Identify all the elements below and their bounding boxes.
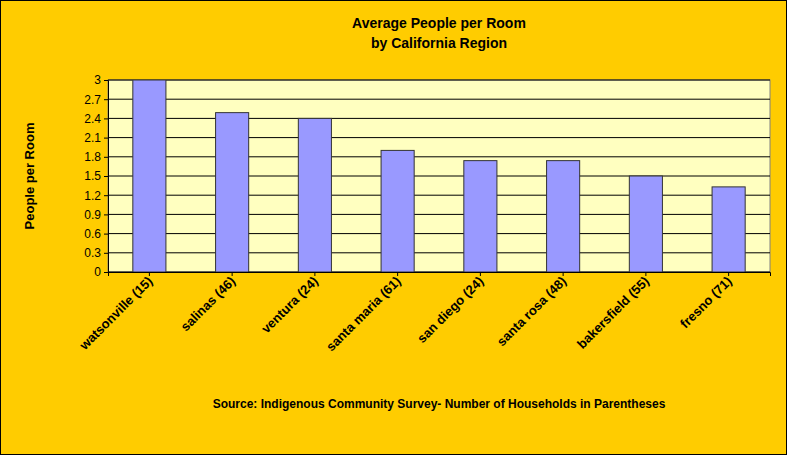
chart: 0 0.3 0.6 0.9 1.2 1.5 1.8 2.1 2.4 2.7 3 watsonville…	[0, 0, 787, 455]
tick-label: san diego (24)	[414, 274, 486, 346]
tick: santa maria (61)	[323, 272, 404, 354]
tick-mark	[232, 272, 233, 276]
bar	[133, 80, 166, 272]
tick-mark	[104, 176, 108, 177]
tick: san diego (24)	[414, 272, 486, 346]
grid	[108, 80, 770, 272]
bar	[381, 150, 414, 272]
tick-label: ventura (24)	[258, 274, 321, 337]
grid-line	[108, 137, 770, 138]
tick: 0	[94, 265, 108, 279]
tick-label: 0.9	[84, 208, 101, 222]
tick: 2.1	[84, 131, 108, 145]
tick: santa rosa (48)	[494, 272, 569, 349]
tick-mark	[563, 272, 564, 276]
tick: 0.9	[84, 208, 108, 222]
grid-line	[108, 233, 770, 234]
tick-mark	[104, 195, 108, 196]
tick-label: 0	[94, 265, 101, 279]
grid-line	[108, 80, 770, 81]
tick-mark	[104, 253, 108, 254]
tick-mark	[104, 272, 108, 273]
subtitle: by California Region	[371, 35, 507, 51]
tick: 3	[94, 73, 108, 87]
tick-label: santa maria (61)	[323, 274, 404, 355]
plot-area	[108, 80, 770, 272]
annotation: Source: Indigenous Community Survey- Num…	[213, 397, 666, 411]
tick: 2.7	[84, 93, 108, 107]
axis-line	[104, 81, 109, 273]
tick-mark	[104, 157, 108, 158]
y-axis: 0 0.3 0.6 0.9 1.2 1.5 1.8 2.1 2.4 2.7 3	[84, 73, 108, 279]
tick-mark	[104, 214, 108, 215]
tick: salinas (46)	[178, 272, 239, 334]
background	[1, 1, 787, 455]
bar	[298, 118, 331, 272]
tick-label: salinas (46)	[178, 274, 239, 335]
tick-mark	[104, 80, 108, 81]
tick-label: bakersfield (55)	[574, 274, 652, 352]
tick: 1.2	[84, 189, 108, 203]
tick-mark	[480, 272, 481, 276]
tick-label: 1.5	[84, 169, 101, 183]
bar	[629, 176, 662, 272]
tick-label: 2.1	[84, 131, 101, 145]
tick: 1.5	[84, 169, 108, 183]
tick: watsonville (15)	[76, 272, 156, 353]
tick-label: 0.3	[84, 246, 101, 260]
tick-mark	[397, 272, 398, 276]
x-axis: watsonville (15) salinas (46) ventura (24)…	[76, 272, 771, 354]
tick-label: 3	[94, 73, 101, 87]
axis-line	[109, 273, 771, 277]
grid-line	[108, 176, 770, 177]
y-axis-title: People per Room	[22, 123, 37, 230]
bar	[547, 161, 580, 272]
tick-label: 1.2	[84, 189, 101, 203]
tick: 2.4	[84, 112, 108, 126]
tick-label: santa rosa (48)	[494, 274, 569, 349]
tick: fresno (71)	[677, 272, 735, 331]
title: Average People per Room	[352, 15, 526, 31]
tick: 1.8	[84, 150, 108, 164]
tick-label: fresno (71)	[677, 274, 735, 332]
tick-mark	[728, 272, 729, 276]
bars	[133, 80, 745, 272]
tick: 0.3	[84, 246, 108, 260]
tick-label: 2.7	[84, 93, 101, 107]
tick-label: watsonville (15)	[76, 274, 156, 354]
tick-mark	[104, 234, 108, 235]
bar	[216, 113, 249, 272]
tick-label: 1.8	[84, 150, 101, 164]
grid-line	[108, 118, 770, 119]
tick-label: 2.4	[84, 112, 101, 126]
bar	[464, 161, 497, 272]
tick-mark	[314, 272, 315, 276]
grid-line	[108, 156, 770, 157]
tick-mark	[104, 99, 108, 100]
tick-label: 0.6	[84, 227, 101, 241]
bar	[712, 187, 745, 272]
tick-mark	[104, 118, 108, 119]
grid-line	[108, 99, 770, 100]
tick-mark	[645, 272, 646, 276]
tick: bakersfield (55)	[574, 272, 652, 352]
tick-mark	[149, 272, 150, 276]
tick: ventura (24)	[258, 272, 321, 336]
tick: 0.6	[84, 227, 108, 241]
tick-mark	[104, 138, 108, 139]
grid-line	[108, 195, 770, 196]
grid-line	[108, 252, 770, 253]
grid-line	[108, 214, 770, 215]
